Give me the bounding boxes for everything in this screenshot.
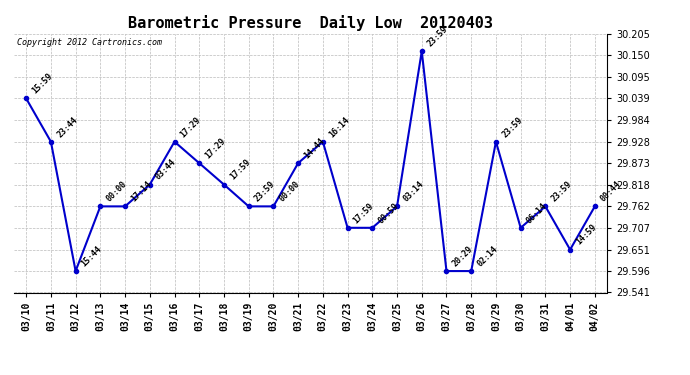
Text: 00:00: 00:00 <box>277 180 302 204</box>
Text: 00:00: 00:00 <box>104 180 128 204</box>
Text: 03:44: 03:44 <box>154 158 178 182</box>
Text: Copyright 2012 Cartronics.com: Copyright 2012 Cartronics.com <box>17 38 161 46</box>
Text: 03:14: 03:14 <box>401 180 425 204</box>
Text: 02:14: 02:14 <box>475 244 500 268</box>
Text: 23:59: 23:59 <box>549 180 573 204</box>
Text: 17:59: 17:59 <box>228 158 252 182</box>
Text: 17:59: 17:59 <box>352 201 376 225</box>
Text: 23:44: 23:44 <box>55 115 79 139</box>
Text: 23:59: 23:59 <box>426 24 450 48</box>
Text: 23:59: 23:59 <box>253 180 277 204</box>
Text: 17:29: 17:29 <box>204 136 228 160</box>
Text: 15:44: 15:44 <box>80 244 104 268</box>
Text: 17:29: 17:29 <box>179 115 203 139</box>
Text: 14:44: 14:44 <box>302 136 326 160</box>
Text: 23:59: 23:59 <box>500 115 524 139</box>
Title: Barometric Pressure  Daily Low  20120403: Barometric Pressure Daily Low 20120403 <box>128 15 493 31</box>
Text: 14:59: 14:59 <box>574 223 598 247</box>
Text: 00:59: 00:59 <box>377 201 400 225</box>
Text: 06:14: 06:14 <box>525 201 549 225</box>
Text: 15:59: 15:59 <box>30 72 55 96</box>
Text: 17:14: 17:14 <box>129 180 153 204</box>
Text: 20:29: 20:29 <box>451 244 475 268</box>
Text: 16:14: 16:14 <box>327 115 351 139</box>
Text: 00:44: 00:44 <box>599 180 623 204</box>
